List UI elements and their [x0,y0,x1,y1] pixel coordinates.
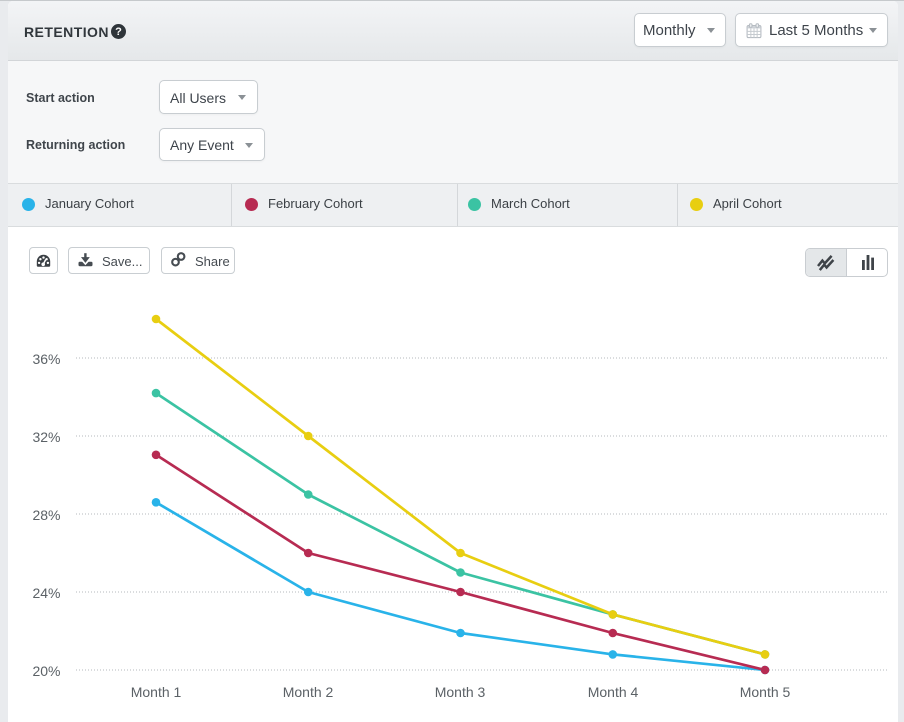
svg-text:28%: 28% [32,507,60,523]
svg-text:Month 2: Month 2 [283,684,334,700]
svg-text:Month 1: Month 1 [131,684,182,700]
svg-text:Month 4: Month 4 [588,684,639,700]
svg-text:Month 3: Month 3 [435,684,486,700]
svg-text:Month 5: Month 5 [740,684,791,700]
svg-text:20%: 20% [32,663,60,679]
svg-text:24%: 24% [32,585,60,601]
svg-text:32%: 32% [32,429,60,445]
svg-text:36%: 36% [32,351,60,367]
